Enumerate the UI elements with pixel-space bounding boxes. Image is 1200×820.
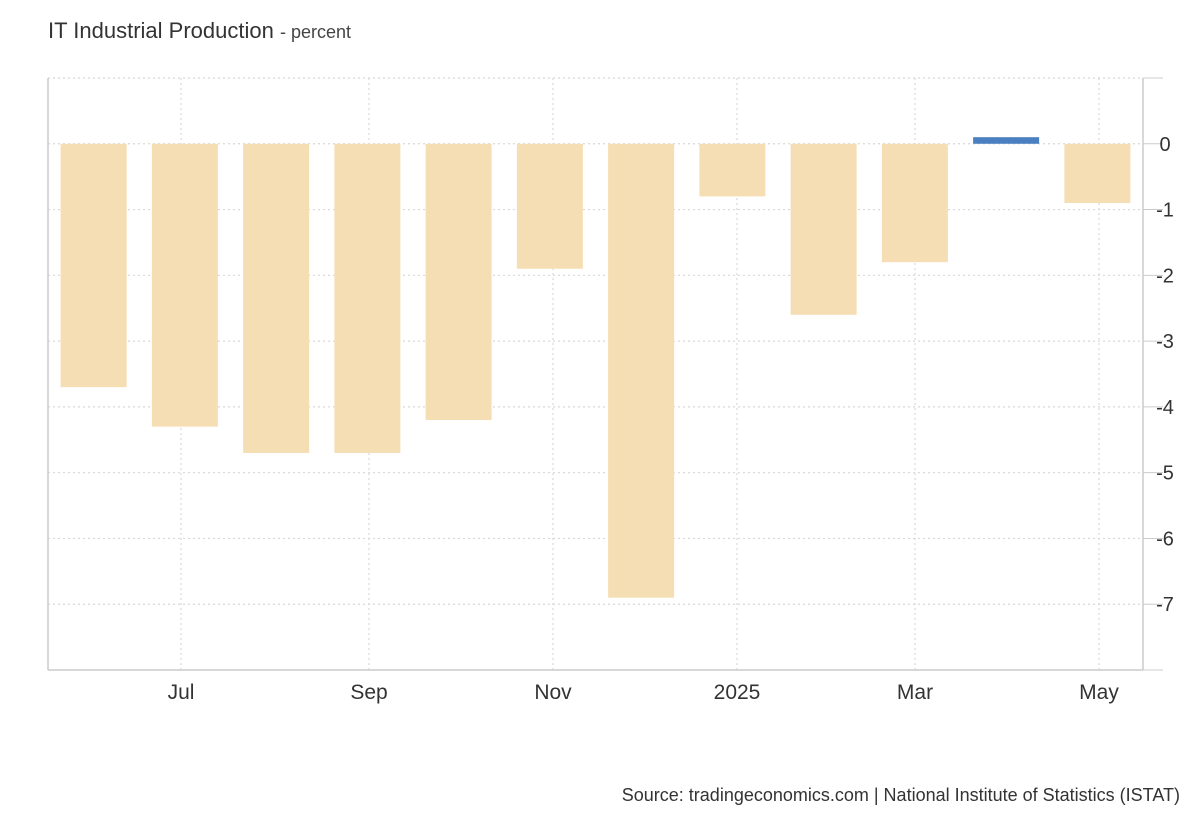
bar-aug-2024: [243, 143, 310, 453]
bar-chart: 0 -1 -2 -3 -4 -5 -6 -7 Jul Sep Nov 2025 Mar May: [47, 77, 1174, 704]
bars: [60, 137, 1131, 598]
chart-title: IT Industrial Production - percent: [48, 18, 351, 44]
bar-jul-2024: [151, 143, 218, 427]
bar-feb-2025: [790, 143, 857, 315]
x-tick-label: Jul: [168, 681, 195, 704]
y-tick-label: -5: [1156, 463, 1174, 485]
y-tick-labels: 0 -1 -2 -3 -4 -5 -6 -7: [1156, 134, 1174, 616]
y-tick-label: -2: [1156, 265, 1174, 287]
chart-unit: - percent: [279, 22, 351, 42]
y-tick-label: 0: [1159, 134, 1170, 156]
bar-apr-2025: [973, 137, 1040, 144]
bar-jan-2025: [699, 143, 766, 197]
x-tick-labels: Jul Sep Nov 2025 Mar May: [168, 681, 1120, 704]
y-tick-label: -3: [1156, 331, 1174, 353]
source-note: Source: tradingeconomics.com | National …: [621, 785, 1180, 805]
x-tick-label: Sep: [350, 681, 387, 704]
x-tick-label: Mar: [897, 681, 933, 704]
bar-nov-2024: [516, 143, 583, 269]
bar-sep-2024: [334, 143, 401, 453]
y-tick-label: -1: [1156, 200, 1174, 222]
bar-may-2025: [1064, 143, 1131, 203]
x-tick-label: 2025: [714, 681, 761, 704]
bar-mar-2025: [881, 143, 948, 263]
bar-oct-2024: [425, 143, 492, 421]
axes: [47, 77, 1163, 671]
y-tick-label: -7: [1156, 594, 1174, 616]
bar-jun-2024: [60, 143, 127, 388]
y-tick-label: -4: [1156, 397, 1174, 419]
bar-dec-2024: [608, 143, 675, 598]
y-tick-label: -6: [1156, 528, 1174, 550]
chart-title-text: IT Industrial Production: [48, 18, 274, 43]
x-tick-label: May: [1079, 681, 1119, 704]
x-tick-label: Nov: [534, 681, 572, 704]
